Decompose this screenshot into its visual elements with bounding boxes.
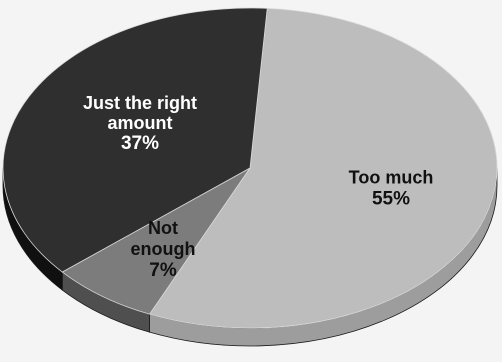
pie-name-label-just-the-right-amount: amount [108,113,173,133]
pie-name-label-too-much: Too much [349,167,434,187]
pie-name-label-not-enough: Not [148,218,178,238]
pie-slice-too-much [148,7,498,329]
pie-top-layer [2,7,498,329]
pie-name-label-not-enough: enough [131,239,196,259]
pie-value-label-not-enough: 7% [149,260,177,281]
pie-slice-just-the-right-amount [2,7,268,273]
pie-value-label-too-much: 55% [372,189,410,210]
pie-slice-not-enough [61,167,251,315]
pie-value-label-just-the-right-amount: 37% [121,133,159,154]
pie-name-label-just-the-right-amount: Just the right [83,93,197,113]
